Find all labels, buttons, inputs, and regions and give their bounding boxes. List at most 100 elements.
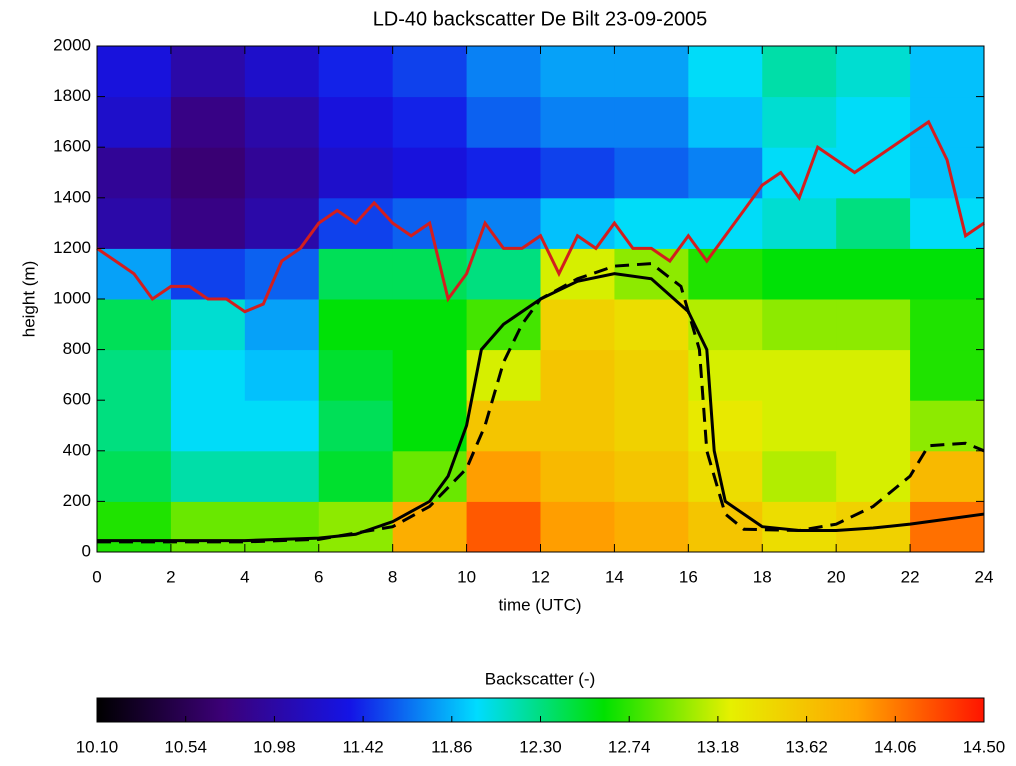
- heatmap-cell: [97, 96, 172, 148]
- heatmap-cell: [318, 248, 394, 300]
- y-tick-label: 1200: [53, 238, 91, 257]
- x-axis-label: time (UTC): [498, 595, 581, 614]
- heatmap-cell: [97, 46, 172, 98]
- heatmap-cell: [392, 147, 468, 199]
- heatmap-cell: [170, 147, 246, 199]
- heatmap-cell: [244, 46, 320, 98]
- heatmap-cell: [762, 248, 837, 300]
- heatmap-cell: [392, 299, 468, 351]
- heatmap-cell: [910, 197, 985, 249]
- heatmap-cell: [466, 248, 541, 300]
- heatmap-cell: [170, 299, 246, 351]
- heatmap-cell: [762, 197, 837, 249]
- heatmap-cell: [392, 349, 468, 401]
- heatmap-cell: [540, 147, 615, 199]
- heatmap-cell: [244, 450, 320, 502]
- y-tick-label: 600: [63, 390, 91, 409]
- y-tick-label: 2000: [53, 35, 91, 54]
- heatmap-cell: [762, 299, 837, 351]
- heatmap-cell: [466, 147, 541, 199]
- heatmap-cell: [688, 450, 763, 502]
- heatmap-cell: [540, 400, 615, 452]
- heatmap-cell: [688, 501, 763, 553]
- heatmap-cell: [318, 450, 394, 502]
- heatmap-cell: [540, 450, 615, 502]
- heatmap-cell: [762, 147, 837, 199]
- colorbar-tick-label: 10.98: [253, 737, 296, 756]
- x-tick-label: 24: [975, 567, 994, 586]
- heatmap-cell: [614, 450, 689, 502]
- heatmap-cell: [244, 197, 320, 249]
- y-tick-label: 200: [63, 491, 91, 510]
- heatmap-cell: [318, 96, 394, 148]
- colorbar-tick-label: 13.62: [785, 737, 828, 756]
- heatmap-cell: [910, 96, 985, 148]
- heatmap-cell: [244, 349, 320, 401]
- heatmap-cell: [540, 349, 615, 401]
- heatmap-cell: [762, 96, 837, 148]
- heatmap-cell: [244, 147, 320, 199]
- heatmap-cell: [540, 96, 615, 148]
- heatmap-cell: [540, 501, 615, 553]
- heatmap-cell: [688, 96, 763, 148]
- heatmap-cell: [170, 349, 246, 401]
- heatmap-cell: [540, 299, 615, 351]
- heatmap-cell: [466, 96, 541, 148]
- profile-line: [96, 119, 985, 314]
- colorbar-tick-label: 14.06: [874, 737, 917, 756]
- heatmap-cell: [836, 46, 911, 98]
- heatmap-cell: [910, 299, 985, 351]
- heatmap-cell: [392, 400, 468, 452]
- x-tick-label: 10: [457, 567, 476, 586]
- heatmap-cell: [392, 248, 468, 300]
- heatmap-cell: [318, 501, 394, 553]
- chart-title: LD-40 backscatter De Bilt 23-09-2005: [373, 8, 708, 30]
- heatmap-cell: [910, 349, 985, 401]
- x-tick-label: 14: [605, 567, 624, 586]
- heatmap-cell: [836, 96, 911, 148]
- heatmap-cell: [170, 248, 246, 300]
- x-tick-label: 22: [901, 567, 920, 586]
- heatmap-cell: [97, 400, 172, 452]
- heatmap-cell: [836, 248, 911, 300]
- heatmap-cell: [614, 349, 689, 401]
- heatmap-cell: [910, 400, 985, 452]
- profile-line: [97, 262, 985, 544]
- heatmap-cell: [688, 197, 763, 249]
- heatmap-cell: [97, 501, 172, 553]
- heatmap-cell: [762, 46, 837, 98]
- x-tick-label: 6: [314, 567, 323, 586]
- heatmap-cell: [836, 147, 911, 199]
- colorbar-tick-label: 11.42: [342, 737, 383, 756]
- heatmap-cell: [244, 501, 320, 553]
- colorbar-tick-label: 14.50: [963, 737, 1006, 756]
- x-tick-label: 20: [827, 567, 846, 586]
- heatmap-cell: [688, 147, 763, 199]
- heatmap-cell: [910, 147, 985, 199]
- heatmap-cell: [392, 46, 468, 98]
- y-tick-label: 800: [63, 339, 91, 358]
- heatmap-cell: [614, 501, 689, 553]
- heatmap-cell: [97, 450, 172, 502]
- x-tick-label: 18: [753, 567, 772, 586]
- heatmap-cell: [614, 197, 689, 249]
- heatmap-cell: [170, 450, 246, 502]
- colorbar-title: Backscatter (-): [485, 669, 596, 688]
- y-tick-label: 1800: [53, 86, 91, 105]
- heatmap-cell: [836, 450, 911, 502]
- heatmap-cell: [614, 147, 689, 199]
- heatmap-cell: [762, 400, 837, 452]
- heatmap-cell: [836, 349, 911, 401]
- colorbar-tick-label: 12.74: [608, 737, 651, 756]
- colorbar-tick-label: 10.54: [164, 737, 207, 756]
- heatmap-cell: [836, 299, 911, 351]
- heatmap-cell: [614, 299, 689, 351]
- heatmap-cell: [318, 400, 394, 452]
- colorbar-tick-label: 11.86: [431, 737, 472, 756]
- heatmap-cell: [540, 46, 615, 98]
- heatmap-cell: [762, 450, 837, 502]
- heatmap-cell: [170, 400, 246, 452]
- heatmap-cell: [688, 299, 763, 351]
- x-tick-label: 12: [531, 567, 550, 586]
